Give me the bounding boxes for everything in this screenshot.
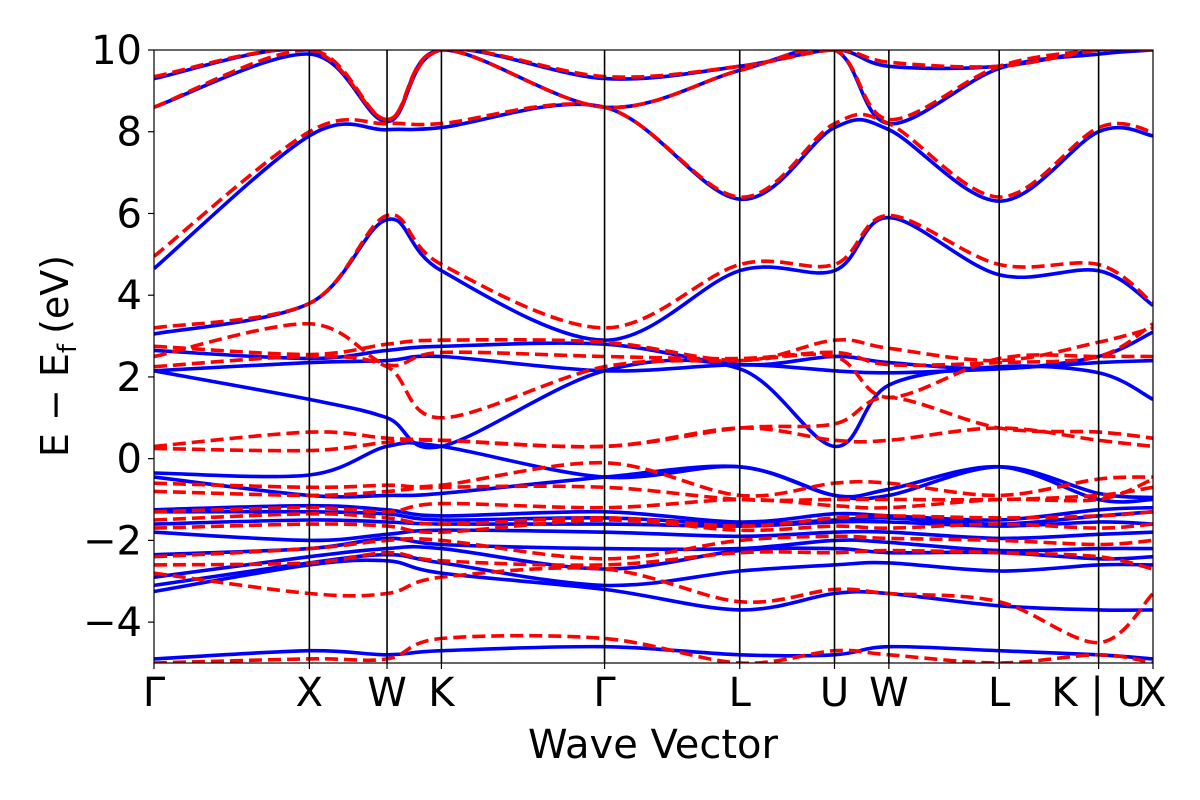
x-tick-label: X: [296, 670, 323, 716]
x-tick-label: Γ: [143, 670, 166, 716]
y-tick-label: 0: [117, 437, 142, 483]
y-axis-label: E − Ef (eV): [33, 255, 83, 457]
dashed-band-13: [154, 326, 1153, 363]
y-tick-label: 8: [117, 110, 142, 156]
x-tick-label: L: [988, 670, 1011, 716]
dashed-band-1: [154, 566, 1153, 645]
solid-band-7: [154, 509, 1153, 526]
y-tick-label: 4: [117, 273, 142, 319]
y-axis-label-subscript: f: [53, 343, 83, 353]
plot-frame: [153, 49, 1154, 664]
x-tick-label: L: [729, 670, 752, 716]
y-tick-label: 6: [117, 191, 142, 237]
dashed-band-3: [154, 534, 1153, 561]
dashed-band-2: [154, 548, 1153, 571]
dashed-band-15: [154, 102, 1153, 258]
dashed-band-10: [154, 395, 1153, 449]
y-axis: −4 −2 0 2 4 6 8 10: [83, 28, 154, 646]
solid-band-0: [154, 644, 1153, 661]
dashed-band-5: [154, 510, 1153, 528]
dashed-band-6: [154, 477, 1153, 514]
dashed-band-14: [154, 212, 1153, 330]
y-axis-label-main: E − E: [33, 353, 77, 457]
dashed-band-8: [154, 460, 1153, 498]
x-tick-label: K: [428, 670, 456, 716]
y-tick-label: 2: [117, 355, 142, 401]
x-tick-label: Γ: [593, 670, 616, 716]
y-tick-label: −2: [83, 518, 142, 564]
solid-band-10: [154, 440, 1153, 504]
x-axis-label: Wave Vector: [528, 722, 779, 768]
dashed-band-17: [154, 50, 1153, 122]
dashed-band-4: [154, 518, 1153, 535]
x-tick-label: U: [820, 670, 849, 716]
dashed-band-7: [154, 484, 1153, 503]
y-axis-label-unit: (eV): [33, 255, 77, 334]
x-tick-label: W: [367, 670, 407, 716]
solid-band-5: [154, 528, 1153, 543]
kpoint-lines: [308, 50, 1100, 663]
y-tick-label: −4: [83, 600, 142, 646]
x-tick-label: W: [869, 670, 909, 716]
solid-band-1: [154, 558, 1153, 613]
y-tick-label: 10: [91, 28, 142, 74]
x-tick-label: K | U: [1051, 670, 1145, 716]
x-tick-label: X: [1139, 670, 1166, 716]
bands-layer: [154, 50, 1153, 663]
